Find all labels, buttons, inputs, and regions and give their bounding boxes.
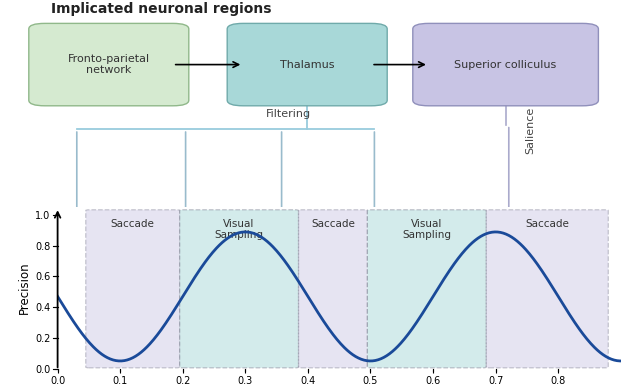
Text: Saccade: Saccade	[525, 218, 569, 228]
Text: Thalamus: Thalamus	[280, 60, 335, 70]
Y-axis label: Precision: Precision	[18, 262, 31, 314]
FancyBboxPatch shape	[298, 210, 367, 368]
Text: Saccade: Saccade	[111, 218, 155, 228]
Text: Fronto-parietal
network: Fronto-parietal network	[68, 54, 150, 75]
FancyBboxPatch shape	[227, 23, 387, 106]
FancyBboxPatch shape	[29, 23, 189, 106]
Text: Filtering: Filtering	[266, 109, 310, 119]
Text: Visual
Sampling: Visual Sampling	[403, 218, 451, 240]
FancyBboxPatch shape	[367, 210, 486, 368]
Text: Implicated neuronal regions: Implicated neuronal regions	[51, 2, 272, 16]
FancyBboxPatch shape	[86, 210, 180, 368]
Text: Saccade: Saccade	[311, 218, 355, 228]
Text: Visual
Sampling: Visual Sampling	[214, 218, 264, 240]
Text: Superior colliculus: Superior colliculus	[454, 60, 557, 70]
FancyBboxPatch shape	[486, 210, 608, 368]
FancyBboxPatch shape	[180, 210, 298, 368]
Text: Salience: Salience	[525, 107, 535, 154]
FancyBboxPatch shape	[413, 23, 598, 106]
